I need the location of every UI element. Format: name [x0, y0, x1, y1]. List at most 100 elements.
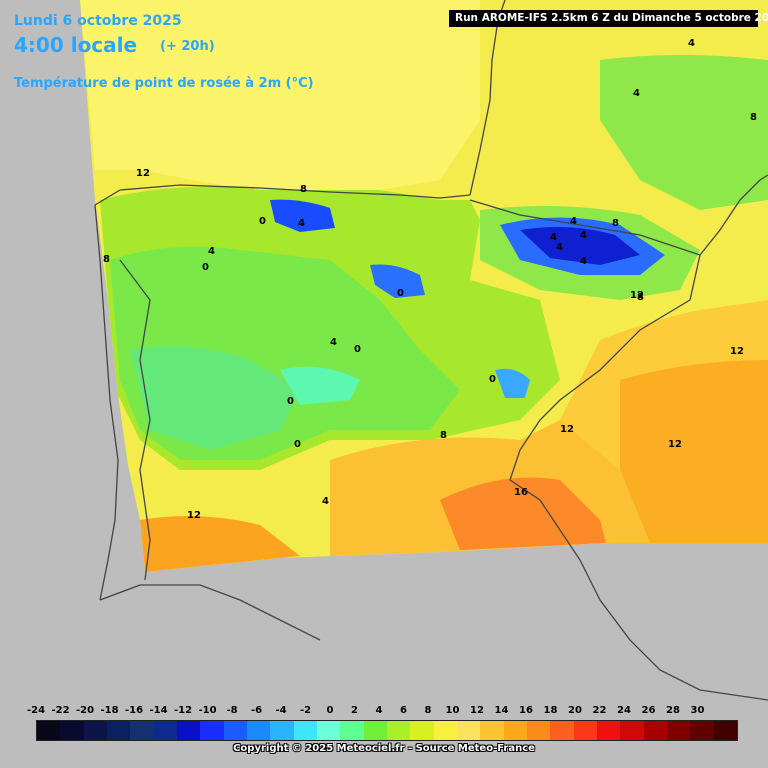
legend-swatch — [550, 721, 574, 740]
legend-swatch — [106, 721, 131, 740]
france-green — [600, 55, 768, 210]
contour-label: 8 — [103, 254, 110, 265]
legend-swatch — [456, 721, 481, 740]
contour-label: 4 — [688, 38, 695, 49]
contour-label: 12 — [187, 510, 201, 521]
sea-biscay — [80, 0, 480, 190]
legend-swatch — [643, 721, 667, 740]
legend-tick-label: -8 — [226, 705, 238, 716]
legend-tick-label: -18 — [100, 705, 119, 716]
legend-tick-label: 16 — [519, 705, 533, 716]
legend-tick-label: -22 — [51, 705, 70, 716]
spain-north-green-3 — [130, 346, 300, 450]
legend-swatch — [386, 721, 411, 740]
legend-tick-label: -14 — [149, 705, 168, 716]
legend-tick-label: 18 — [543, 705, 558, 716]
legend-swatch — [223, 721, 247, 740]
legend-tick-label: -4 — [275, 705, 287, 716]
legend-swatch — [316, 721, 341, 740]
field-layers — [80, 0, 768, 572]
border-spain-portugal — [119, 259, 151, 581]
legend-swatch — [83, 721, 107, 740]
legend-swatch — [130, 721, 154, 740]
legend-swatch — [620, 721, 644, 740]
legend-tick-label: 12 — [470, 705, 484, 716]
contour-label: 12 — [136, 168, 150, 179]
legend-tick-label: -20 — [75, 705, 95, 716]
legend-swatch — [363, 721, 387, 740]
contour-label: 0 — [489, 374, 496, 385]
coast-med — [509, 254, 768, 701]
forecast-time: 4:00 locale — [14, 33, 138, 57]
contour-labels: 12 8 8 0 4 4 0 4 4 4 4 8 0 4 0 4 8 0 0 1… — [103, 38, 757, 521]
legend-tick-label: -12 — [173, 705, 193, 716]
legend-tick-label: -2 — [299, 705, 312, 716]
contour-label: 12 — [668, 439, 682, 450]
contour-label: 12 — [730, 346, 744, 357]
legend-tick-label: -10 — [198, 705, 217, 716]
spain-se-hot — [440, 477, 606, 550]
legend-tick-label: -6 — [250, 705, 263, 716]
legend-swatch — [526, 721, 551, 740]
legend-swatch — [340, 721, 364, 740]
parameter-title: Température de point de rosée à 2m (°C) — [14, 76, 314, 91]
legend-tick-label: 26 — [641, 705, 656, 716]
contour-label: 4 — [580, 230, 587, 241]
contour-label: 0 — [397, 288, 404, 299]
legend-swatch — [433, 721, 457, 740]
legend-tick-label: 14 — [494, 705, 509, 716]
legend-swatch — [713, 721, 737, 740]
cool-spot-centre — [280, 366, 360, 405]
contour-label: 4 — [556, 242, 563, 253]
legend-swatch — [293, 721, 317, 740]
legend-swatch — [573, 721, 597, 740]
legend-swatch — [60, 721, 84, 740]
contour-label: 8 — [612, 218, 619, 229]
spain-sw-warm — [140, 516, 300, 572]
cold-spot-teruel — [495, 368, 530, 398]
cold-spot-pyrenees-2 — [520, 226, 640, 265]
legend-tick-label: 10 — [445, 705, 460, 716]
border-pyrenees — [469, 199, 701, 256]
legend-tick-label: 30 — [690, 705, 705, 716]
contour-label: 4 — [322, 496, 329, 507]
legend-swatch — [596, 721, 621, 740]
legend-swatch — [200, 721, 224, 740]
legend-ticks: -24 -22 -20 -18 -16 -14 -12 -10 -8 -6 -4 -2 0 2 4 6 8 10 1… — [26, 705, 746, 719]
med-warmer — [620, 360, 768, 543]
legend-tick-label: -24 — [26, 705, 46, 716]
coastlines — [94, 0, 768, 701]
contour-label: 8 — [750, 112, 757, 123]
legend-swatch — [690, 721, 714, 740]
legend-swatch — [410, 721, 434, 740]
legend-tick-label: 20 — [568, 705, 582, 716]
coast-north-spain — [94, 184, 471, 206]
legend-swatch — [480, 721, 504, 740]
contour-label: 0 — [202, 262, 209, 273]
legend-swatch — [176, 721, 201, 740]
legend-swatch — [270, 721, 294, 740]
contour-label: 0 — [294, 439, 301, 450]
cold-spot-cantabria — [270, 199, 335, 232]
legend-tick-label: 24 — [617, 705, 631, 716]
contour-label: 0 — [354, 344, 361, 355]
legend-tick-label: 6 — [400, 705, 407, 716]
legend-tick-label: 4 — [375, 705, 383, 716]
contour-label: 12 — [630, 290, 644, 301]
contour-label: 16 — [514, 487, 528, 498]
run-banner: Run AROME-IFS 2.5km 6 Z du Dimanche 5 oc… — [449, 10, 768, 27]
contour-label: 4 — [550, 232, 557, 243]
contour-label: 8 — [440, 430, 447, 441]
legend-tick-label: 8 — [424, 705, 432, 716]
contour-label: 0 — [287, 396, 294, 407]
forecast-offset: (+ 20h) — [160, 39, 215, 54]
contour-label: 4 — [570, 216, 577, 227]
contour-label: 4 — [208, 246, 215, 257]
contour-label: 4 — [330, 337, 337, 348]
legend-swatch — [666, 721, 691, 740]
legend-tick-label: 28 — [666, 705, 680, 716]
cold-spot-iberian — [370, 264, 425, 298]
legend-tick-label: 22 — [592, 705, 607, 716]
contour-label: 0 — [259, 216, 266, 227]
